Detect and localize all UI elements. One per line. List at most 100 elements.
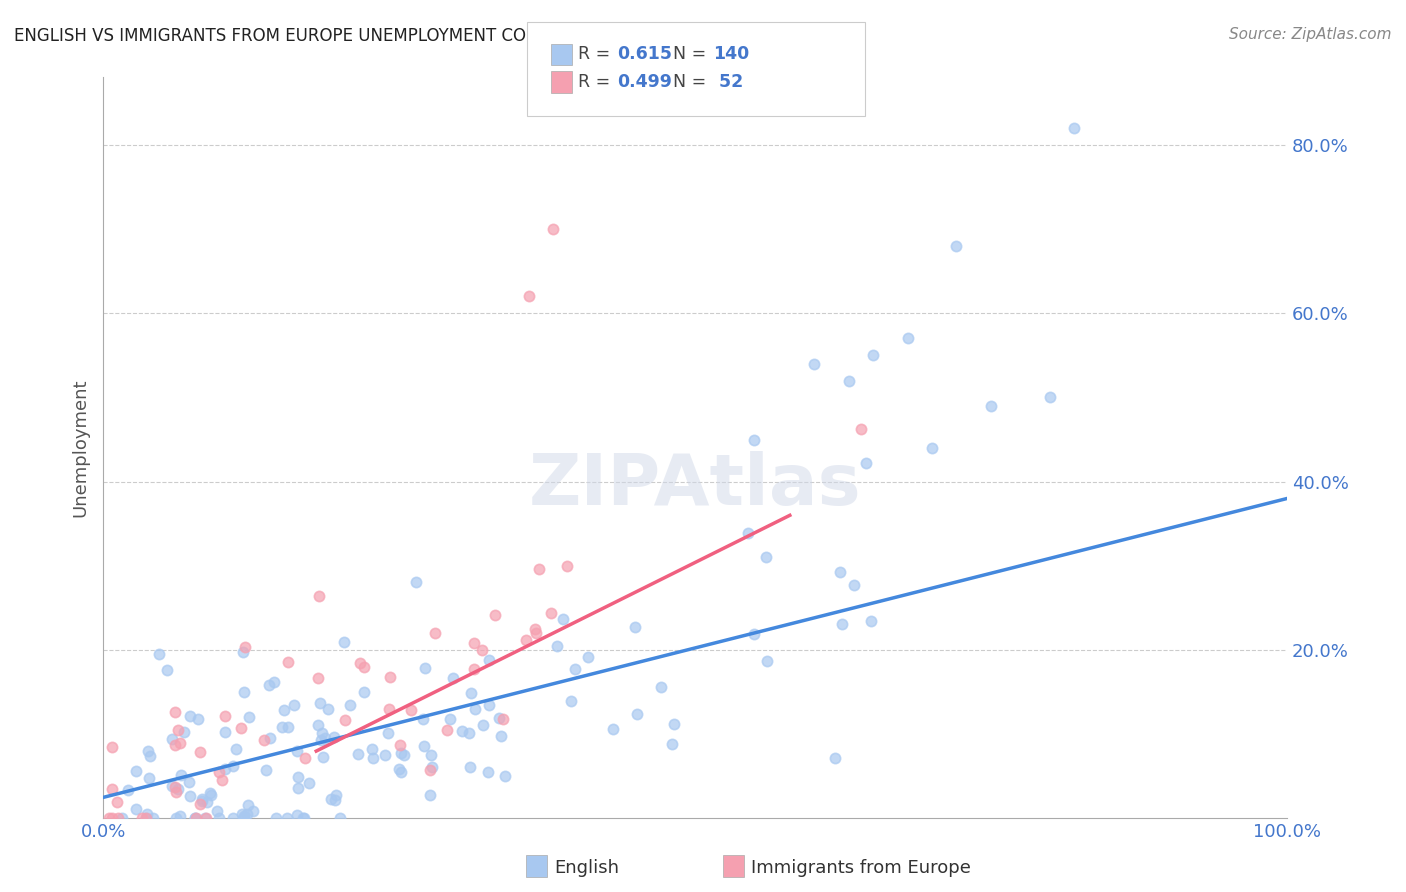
Point bbox=[163, 738, 186, 752]
Point bbox=[285, 808, 308, 822]
Point bbox=[478, 698, 501, 712]
Point bbox=[142, 812, 165, 826]
Point bbox=[232, 685, 254, 699]
Point bbox=[307, 717, 329, 731]
Point bbox=[515, 632, 537, 647]
Point bbox=[323, 730, 346, 744]
Point bbox=[378, 702, 401, 716]
Point bbox=[287, 780, 309, 795]
Point bbox=[756, 654, 779, 668]
Point bbox=[471, 643, 494, 657]
Point bbox=[495, 769, 517, 783]
Point bbox=[277, 655, 299, 669]
Point bbox=[412, 712, 434, 726]
Point bbox=[312, 749, 335, 764]
Point bbox=[169, 735, 191, 749]
Point bbox=[117, 782, 139, 797]
Point bbox=[363, 750, 385, 764]
Point bbox=[166, 781, 188, 796]
Point bbox=[849, 422, 872, 436]
Point bbox=[1063, 120, 1085, 135]
Point bbox=[125, 802, 148, 816]
Point bbox=[541, 222, 564, 236]
Point bbox=[333, 634, 356, 648]
Point bbox=[389, 738, 412, 752]
Point bbox=[225, 742, 247, 756]
Point bbox=[419, 748, 441, 763]
Point bbox=[162, 779, 184, 793]
Point bbox=[742, 626, 765, 640]
Point bbox=[921, 441, 943, 455]
Point bbox=[361, 742, 384, 756]
Point bbox=[138, 771, 160, 785]
Point bbox=[111, 812, 134, 826]
Point bbox=[170, 768, 193, 782]
Point bbox=[233, 640, 256, 654]
Point bbox=[165, 705, 187, 719]
Point bbox=[242, 805, 264, 819]
Point bbox=[264, 812, 287, 826]
Point bbox=[419, 789, 441, 803]
Point bbox=[277, 720, 299, 734]
Point bbox=[540, 607, 562, 621]
Point bbox=[860, 614, 883, 628]
Point bbox=[211, 772, 233, 787]
Point bbox=[460, 686, 482, 700]
Text: ENGLISH VS IMMIGRANTS FROM EUROPE UNEMPLOYMENT CORRELATION CHART: ENGLISH VS IMMIGRANTS FROM EUROPE UNEMPL… bbox=[14, 27, 682, 45]
Point bbox=[307, 671, 329, 685]
Point bbox=[287, 744, 309, 758]
Point bbox=[194, 812, 217, 826]
Point bbox=[755, 550, 778, 565]
Point bbox=[165, 780, 187, 794]
Point bbox=[222, 812, 245, 826]
Point bbox=[450, 724, 472, 739]
Point bbox=[564, 662, 586, 676]
Point bbox=[179, 775, 201, 789]
Point bbox=[457, 726, 479, 740]
Point bbox=[131, 812, 153, 826]
Point bbox=[560, 694, 582, 708]
Point bbox=[346, 747, 368, 761]
Point bbox=[98, 812, 121, 826]
Point bbox=[488, 711, 510, 725]
Text: N =: N = bbox=[673, 45, 713, 63]
Point bbox=[139, 748, 162, 763]
Point bbox=[308, 590, 330, 604]
Point bbox=[184, 812, 207, 826]
Point bbox=[232, 645, 254, 659]
Point bbox=[803, 357, 825, 371]
Point bbox=[273, 703, 295, 717]
Point bbox=[100, 781, 122, 796]
Point bbox=[214, 762, 236, 776]
Point bbox=[546, 639, 568, 653]
Point bbox=[191, 794, 214, 808]
Point bbox=[257, 678, 280, 692]
Point bbox=[489, 729, 512, 743]
Point bbox=[626, 707, 648, 722]
Point bbox=[828, 565, 851, 579]
Text: 0.615: 0.615 bbox=[617, 45, 672, 63]
Text: R =: R = bbox=[578, 45, 616, 63]
Point bbox=[527, 562, 550, 576]
Point bbox=[737, 526, 759, 541]
Point bbox=[862, 348, 884, 362]
Point bbox=[576, 649, 599, 664]
Point bbox=[553, 612, 575, 626]
Point bbox=[471, 717, 494, 731]
Point bbox=[420, 760, 443, 774]
Point bbox=[441, 671, 464, 685]
Point bbox=[184, 812, 207, 826]
Point bbox=[323, 792, 346, 806]
Text: 0.499: 0.499 bbox=[617, 73, 672, 91]
Point bbox=[233, 812, 256, 826]
Point bbox=[188, 797, 211, 811]
Point bbox=[238, 710, 260, 724]
Point bbox=[980, 399, 1002, 413]
Point bbox=[353, 685, 375, 699]
Point bbox=[325, 789, 347, 803]
Text: 52: 52 bbox=[713, 73, 744, 91]
Point bbox=[413, 739, 436, 754]
Point bbox=[205, 804, 228, 818]
Point bbox=[389, 746, 412, 760]
Point bbox=[650, 680, 672, 694]
